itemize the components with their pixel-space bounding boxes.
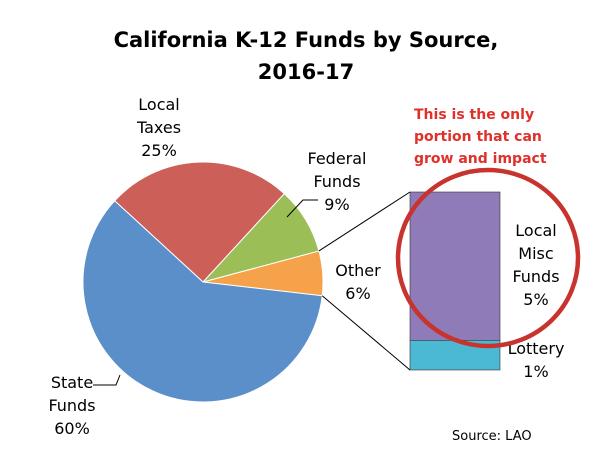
- leader-line-state: [93, 374, 121, 386]
- pie-slices: [82, 161, 324, 403]
- leader-line-federal: [286, 199, 318, 218]
- annotation-line-3: grow and impact: [414, 151, 547, 167]
- bar-segment-local-misc-funds: [409, 191, 501, 341]
- highlight-ellipse: [395, 167, 581, 349]
- data-label-other: 6%: [345, 284, 370, 303]
- chart-title-line-1: California K-12 Funds by Source,: [114, 28, 499, 52]
- slice-label-local-taxes-line-1: Local: [138, 95, 179, 114]
- data-label-lottery: 1%: [523, 362, 548, 381]
- slice-label-lottery-line-1: Lottery: [508, 339, 565, 358]
- connector-line-bottom: [321, 295, 411, 371]
- breakdown-bar: [409, 191, 501, 371]
- slice-label-local-misc-funds-line-3: Funds: [512, 267, 559, 286]
- chart-title-line-2: 2016-17: [258, 60, 354, 84]
- slice-label-federal-funds-line-2: Funds: [313, 172, 360, 191]
- slice-label-federal-funds-line-1: Federal: [308, 149, 367, 168]
- annotation-line-1: This is the only: [414, 107, 534, 123]
- connector-line-top: [318, 191, 411, 252]
- slice-label-local-misc-funds-line-1: Local: [515, 221, 556, 240]
- slice-label-other-line-1: Other: [335, 261, 381, 280]
- data-label-federal-funds: 9%: [324, 195, 349, 214]
- pie-slice-state-funds: [82, 200, 323, 403]
- slice-label-state-funds-line-2: Funds: [48, 396, 95, 415]
- pie-slice-local-taxes: [113, 161, 285, 283]
- slice-label-local-taxes-line-2: Taxes: [136, 118, 181, 137]
- data-label-local-taxes: 25%: [141, 141, 177, 160]
- annotation-line-2: portion that can: [414, 129, 542, 145]
- slice-label-state-funds-line-1: State: [51, 373, 93, 392]
- data-label-local-misc-funds: 5%: [523, 290, 548, 309]
- annotation: This is the only portion that can grow a…: [414, 107, 547, 167]
- slice-label-local-misc-funds-line-2: Misc: [518, 244, 553, 263]
- slice-labels: Local Taxes 25% Federal Funds 9% Other 6% State F…: [48, 95, 564, 438]
- breakdown-connectors: [318, 191, 411, 371]
- source-note: Source: LAO: [452, 429, 532, 444]
- data-label-state-funds: 60%: [54, 419, 90, 438]
